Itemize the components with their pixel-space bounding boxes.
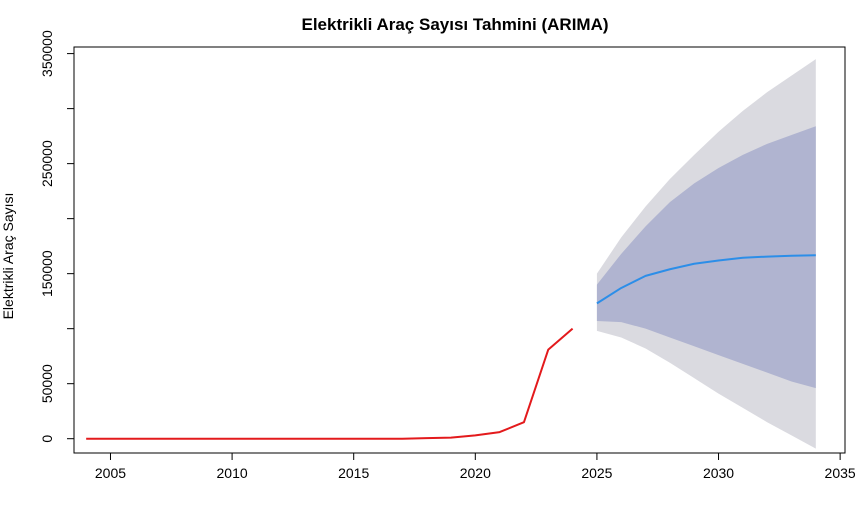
x-tick-label: 2015 — [338, 465, 369, 481]
x-tick-label: 2025 — [581, 465, 612, 481]
y-axis-label: Elektrikli Araç Sayısı — [0, 193, 16, 320]
x-axis: 2005 2010 2015 2020 2025 2030 2035 — [95, 452, 855, 481]
y-tick-label: 150000 — [39, 250, 55, 297]
y-tick-label: 0 — [39, 435, 55, 443]
y-tick-label: 250000 — [39, 140, 55, 187]
y-axis: 0 50000 150000 250000 350000 — [39, 30, 75, 443]
x-tick-label: 2035 — [825, 465, 855, 481]
series-lines — [86, 254, 816, 440]
x-tick-label: 2010 — [217, 465, 248, 481]
y-tick-label: 350000 — [39, 30, 55, 77]
observed-line — [86, 327, 574, 440]
interval-80-band — [596, 126, 816, 389]
x-tick-label: 2020 — [460, 465, 491, 481]
forecast-line — [596, 254, 816, 305]
x-tick-label: 2005 — [95, 465, 126, 481]
chart-title: Elektrikli Araç Sayısı Tahmini (ARIMA) — [301, 15, 608, 34]
prediction-bands — [596, 59, 816, 449]
y-tick-label: 50000 — [39, 364, 55, 403]
x-tick-label: 2030 — [703, 465, 734, 481]
